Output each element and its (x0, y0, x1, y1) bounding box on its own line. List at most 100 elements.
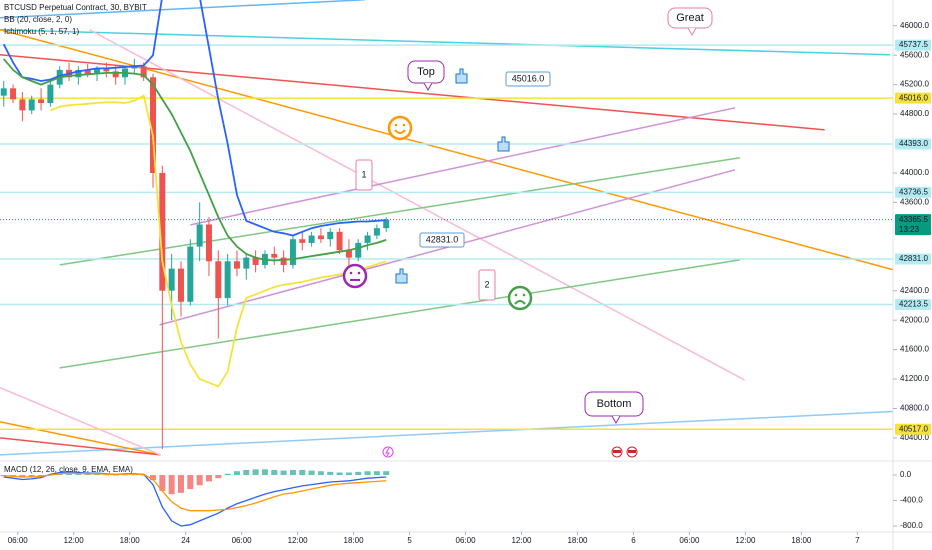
candle-body (196, 224, 203, 247)
candle-body (327, 231, 334, 240)
emoji-eye (349, 271, 353, 275)
level-label-bg (895, 39, 931, 51)
candle-body (47, 84, 54, 104)
candle-body (140, 66, 147, 78)
candle-body (28, 99, 35, 111)
x-tick-label: 5 (407, 536, 412, 545)
trend-line (0, 29, 893, 271)
trend-line (0, 410, 893, 456)
candle-body (84, 69, 91, 74)
candle-body (271, 253, 278, 258)
emoji (387, 115, 413, 141)
x-tick-label: 6 (631, 536, 636, 545)
annotation-tail (611, 415, 621, 425)
macd-histogram-bar (159, 475, 166, 491)
annotation-text: 42831.0 (426, 234, 459, 244)
candle-body (280, 257, 287, 265)
y-tick-label: -800.0 (900, 521, 923, 530)
annotation-box (355, 159, 373, 191)
macd-histogram-bar (383, 471, 390, 476)
macd-line (3, 471, 387, 527)
level-label: 42831.0 (899, 254, 928, 263)
macd-histogram-bar (215, 475, 222, 479)
annotation-tail (687, 27, 697, 37)
candle-body (0, 88, 7, 96)
y-tick-label: 42000.0 (900, 315, 929, 324)
candle-body (215, 261, 222, 299)
macd-histogram-bar (252, 469, 259, 476)
candle-body (131, 66, 138, 69)
level-label: 43365.5 (899, 215, 928, 224)
emoji (507, 285, 533, 311)
x-tick-label: 06:00 (232, 536, 253, 545)
y-tick-label: 45600.0 (900, 50, 929, 59)
countdown-label: 13:23 (899, 225, 920, 234)
hand-icon (395, 268, 408, 284)
level-label-bg (895, 92, 931, 104)
macd-histogram-bar (280, 470, 287, 476)
macd-histogram-bar (112, 475, 119, 476)
level-label-bg (895, 214, 931, 236)
y-tick-label: 44000.0 (900, 168, 929, 177)
macd-histogram-bar (75, 474, 82, 476)
level-label-bg (895, 423, 931, 435)
x-tick-label: 06:00 (456, 536, 477, 545)
macd-histogram-bar (149, 475, 156, 481)
emoji-mouth (394, 129, 406, 134)
annotation-text: Great (676, 12, 704, 24)
macd-histogram-bar (261, 469, 268, 476)
macd-histogram-bar (317, 471, 324, 476)
macd-histogram-bar (94, 474, 101, 476)
hand-icon (497, 136, 510, 152)
macd-histogram-bar (177, 475, 184, 493)
macd-histogram-bar (122, 474, 129, 476)
candle-body (94, 68, 101, 74)
annotation-text: 1 (361, 169, 366, 179)
macd-histogram-bar (373, 471, 380, 476)
x-tick-label: 7 (855, 536, 860, 545)
candle-body (289, 239, 296, 265)
annotation-text: 2 (484, 279, 489, 289)
macd-histogram-bar (131, 474, 138, 476)
level-label: 45737.5 (899, 40, 928, 49)
emoji-eye (402, 123, 406, 127)
event-bolt (385, 447, 390, 457)
macd-histogram-bar (327, 471, 334, 476)
trend-line (59, 157, 740, 266)
macd-histogram-bar (345, 472, 352, 476)
candle-body (159, 172, 166, 291)
level-label: 43736.5 (899, 187, 928, 196)
x-tick-label: 06:00 (8, 536, 29, 545)
indicator-label: BB (20, close, 2, 0) (4, 15, 72, 24)
overlay: 46000.0 45600.0 45200.0 44800.0 44000.0 43600… (8, 7, 931, 545)
annotation-box (505, 71, 551, 87)
x-tick-label: 12:00 (511, 536, 532, 545)
macd-histogram-bar (187, 475, 194, 490)
macd-histogram-bar (28, 475, 35, 477)
macd-histogram-bar (233, 471, 240, 476)
macd-line (3, 472, 387, 512)
candle-body (308, 235, 315, 243)
candle-body (383, 219, 390, 229)
x-tick-label: 12:00 (735, 536, 756, 545)
candle-body (103, 68, 110, 72)
candle-body (224, 261, 231, 299)
candle-body (299, 239, 306, 243)
event-flag-stripe (613, 450, 621, 453)
indicator-label: Ichimoku (5, 1, 57, 1) (4, 27, 79, 36)
candle-body (252, 257, 259, 265)
event-icon (382, 446, 394, 458)
candle-body (345, 250, 352, 258)
y-tick-label: 45200.0 (900, 80, 929, 89)
y-tick-label: 40400.0 (900, 433, 929, 442)
emoji-eye (522, 293, 526, 297)
trend-line (89, 29, 745, 381)
annotation-text: Top (417, 66, 435, 78)
emoji-mouth (514, 300, 526, 305)
x-tick-label: 18:00 (344, 536, 365, 545)
level-label-bg (895, 253, 931, 265)
indicator-line (50, 94, 387, 388)
x-tick-label: 12:00 (64, 536, 85, 545)
